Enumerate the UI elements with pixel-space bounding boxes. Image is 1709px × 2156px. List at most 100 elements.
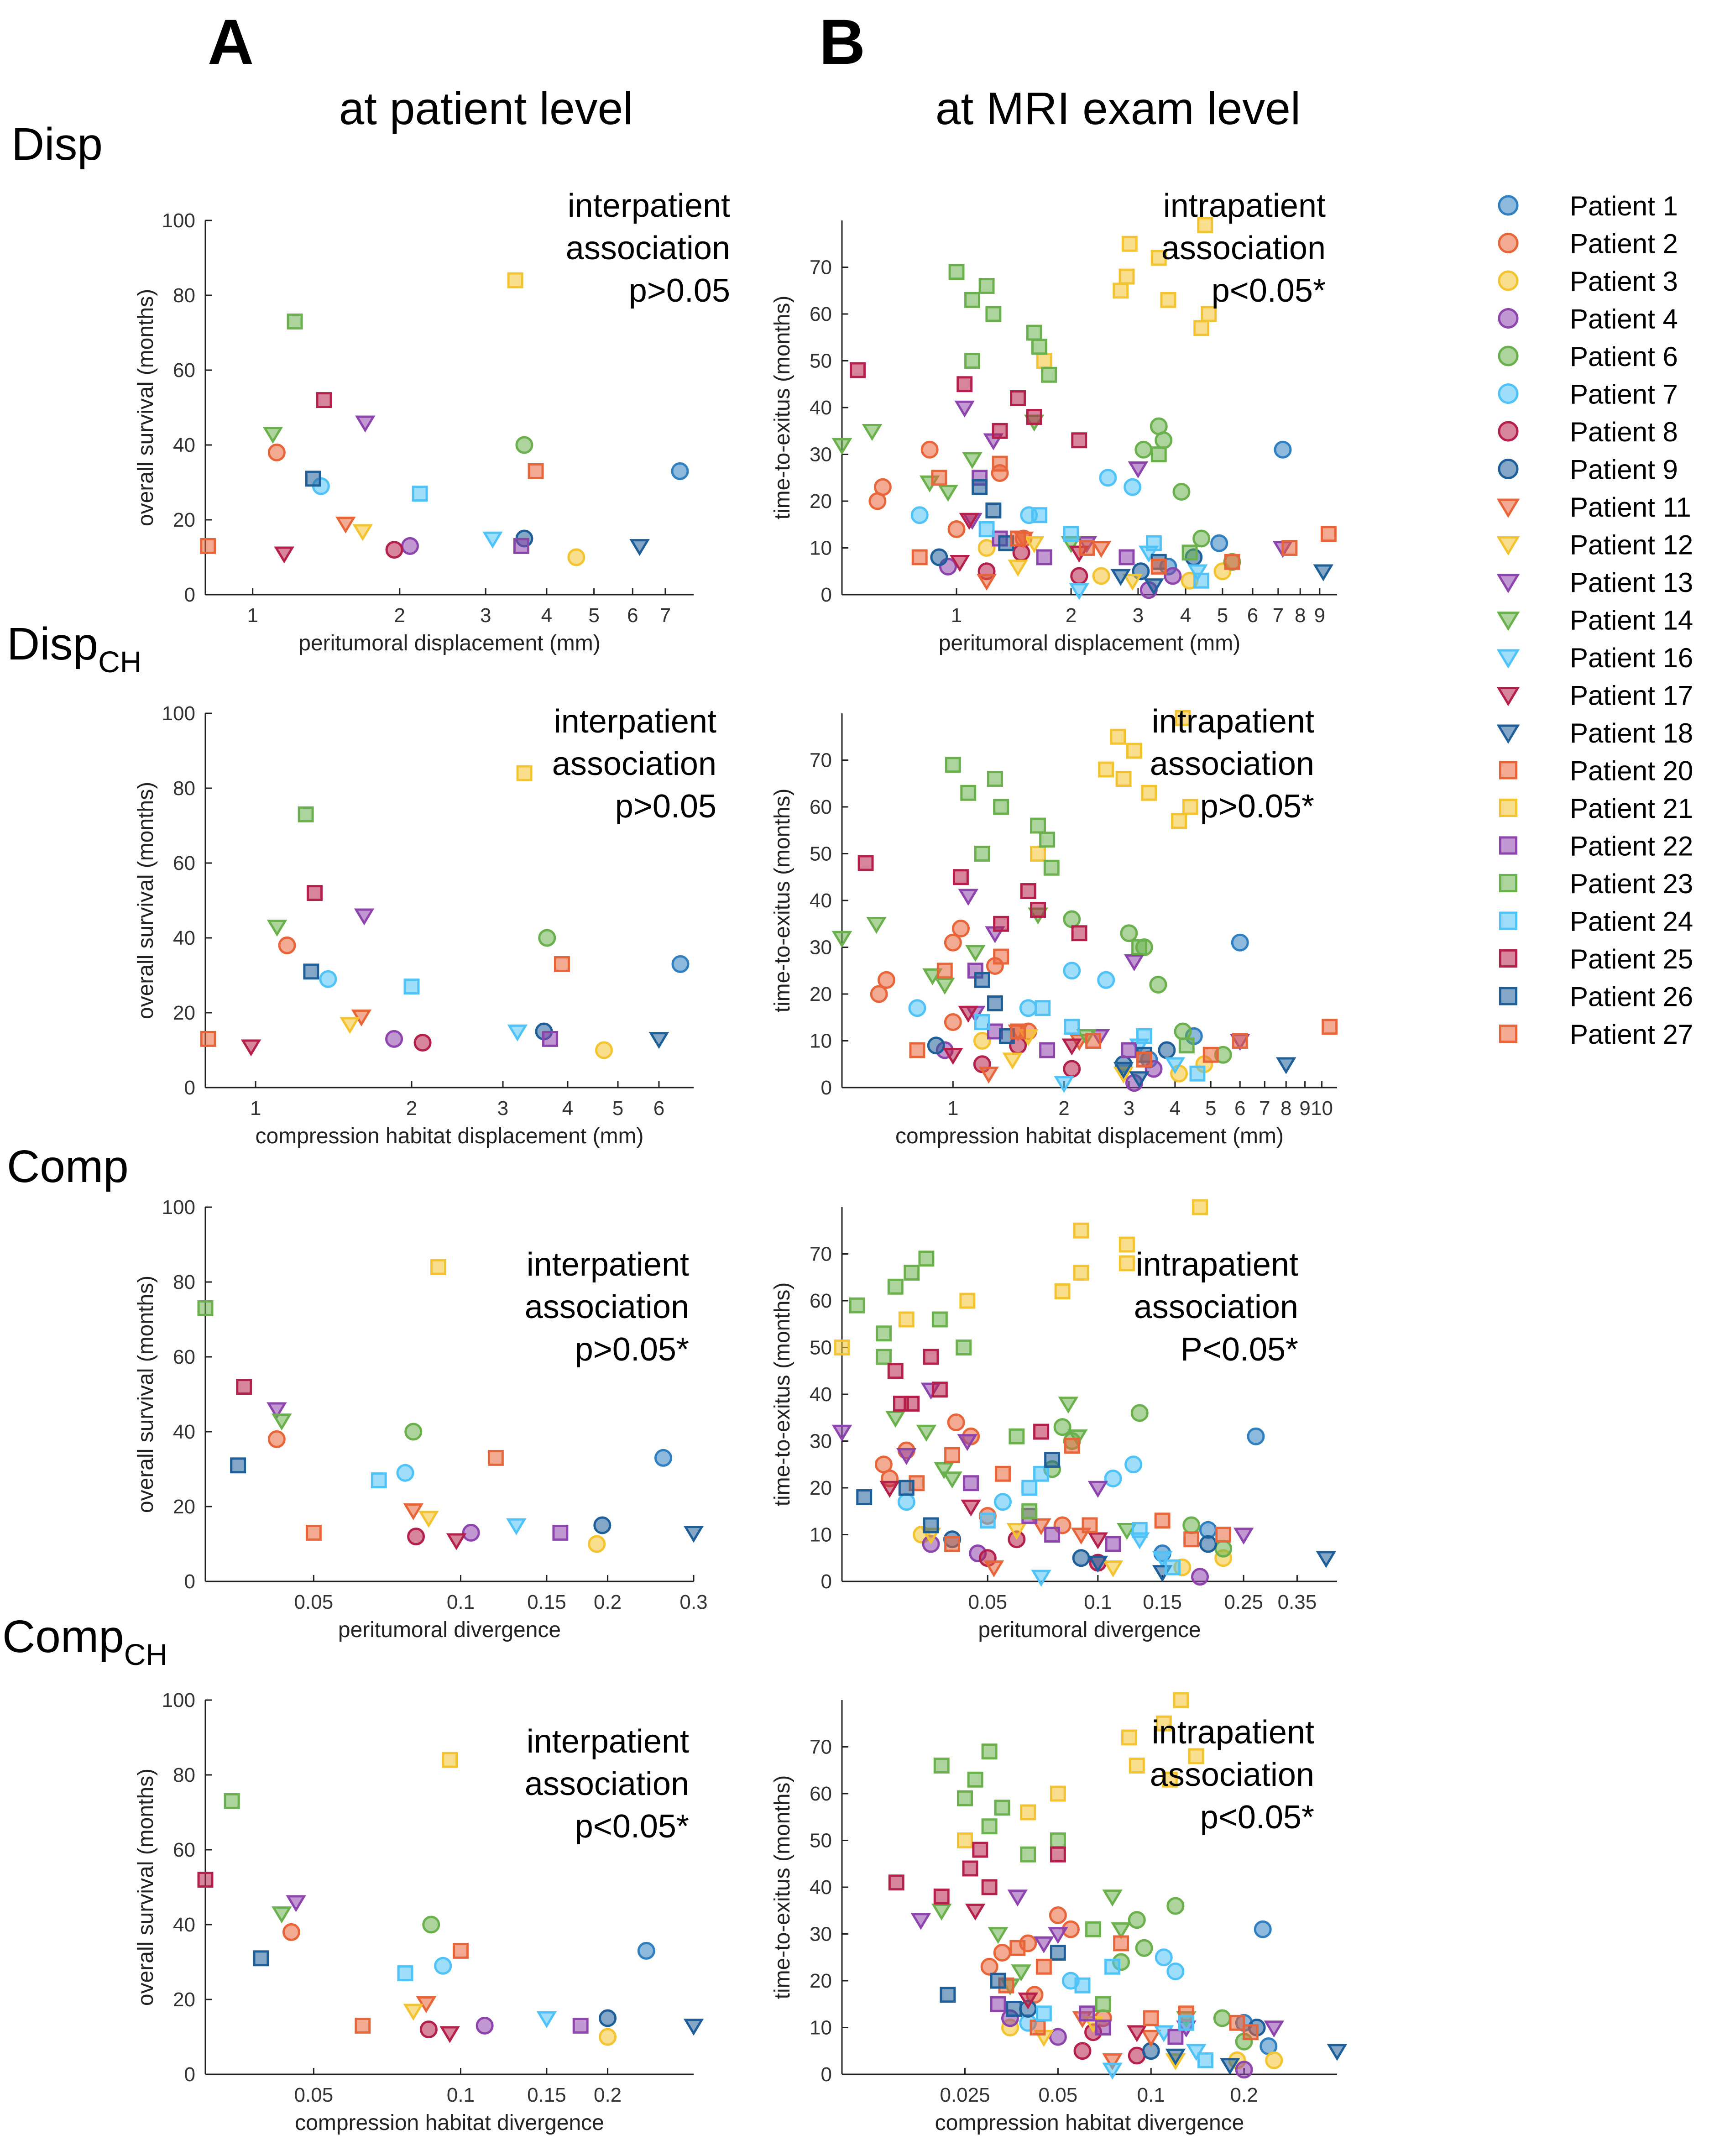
chart-a4-point-patient-22 bbox=[572, 2017, 589, 2034]
chart-b2-point-patient-26 bbox=[987, 995, 1003, 1011]
chart-a3-point-patient-1 bbox=[654, 1449, 673, 1467]
chart-b1-xtick-label: 8 bbox=[1295, 604, 1306, 627]
chart-b3-point-patient-23 bbox=[875, 1349, 892, 1365]
chart-b1-point-patient-17 bbox=[949, 555, 970, 572]
chart-b3-point-patient-13 bbox=[1087, 1481, 1108, 1498]
chart-b1-point-patient-1 bbox=[1274, 440, 1292, 459]
chart-b4-ytick-label: 40 bbox=[810, 1876, 832, 1899]
chart-b1-point-patient-14 bbox=[831, 438, 852, 455]
chart-b2-point-patient-20 bbox=[1322, 1019, 1338, 1035]
chart-b4-point-patient-24 bbox=[1104, 1958, 1121, 1975]
chart-b3-point-patient-13 bbox=[896, 1448, 917, 1465]
chart-b1-point-patient-22 bbox=[1118, 549, 1135, 565]
chart-b3-point-patient-21 bbox=[1192, 1199, 1208, 1215]
row-label-comp-ch-base: Comp bbox=[2, 1611, 124, 1662]
chart-b3-point-patient-6 bbox=[1182, 1516, 1201, 1534]
chart-b4-ytick-label: 0 bbox=[821, 2063, 832, 2086]
chart-b3-point-patient-23 bbox=[931, 1311, 948, 1328]
legend-label-patient-1: Patient 1 bbox=[1570, 191, 1678, 221]
chart-a2-point-patient-1 bbox=[671, 955, 690, 973]
chart-b3-point-patient-24 bbox=[1165, 1559, 1181, 1575]
chart-b3-point-patient-7 bbox=[994, 1493, 1012, 1511]
chart-a3-point-patient-17 bbox=[446, 1533, 467, 1550]
chart-a1-point-patient-2 bbox=[267, 443, 286, 461]
chart-b3-point-patient-21 bbox=[1054, 1283, 1071, 1299]
chart-b4-point-patient-6 bbox=[1213, 2009, 1231, 2027]
chart-b1-point-patient-7 bbox=[1124, 478, 1142, 496]
chart-a3-xtick-label: 0.3 bbox=[679, 1591, 707, 1613]
chart-a1-peritumoral-displacement-patient: 0 20 40 60 80 100 1 2 3 4 5 6 7 peritumoral displacem… bbox=[134, 188, 730, 655]
chart-b4-point-patient-14 bbox=[1102, 1889, 1123, 1907]
chart-b1-point-patient-22 bbox=[1036, 549, 1052, 565]
chart-b1-annotation-line: association bbox=[1161, 230, 1326, 267]
chart-b3-point-patient-27 bbox=[1082, 1517, 1098, 1533]
legend-label-patient-22: Patient 22 bbox=[1570, 831, 1693, 862]
legend-marker-patient-9 bbox=[1498, 459, 1519, 479]
chart-b4-point-patient-25 bbox=[888, 1874, 904, 1891]
chart-b3-point-patient-1 bbox=[1247, 1427, 1265, 1445]
chart-b3-point-patient-22 bbox=[1105, 1536, 1121, 1552]
chart-b4-ytick-label: 50 bbox=[810, 1830, 832, 1852]
chart-b4-point-patient-17 bbox=[965, 1904, 986, 1921]
chart-b1-point-patient-20 bbox=[1281, 540, 1298, 556]
chart-b2-point-patient-13 bbox=[958, 889, 979, 906]
chart-b3-point-patient-14 bbox=[916, 1424, 937, 1442]
chart-b2-point-patient-23 bbox=[1043, 859, 1060, 876]
chart-b4-point-patient-4 bbox=[1235, 2061, 1253, 2079]
chart-b2-point-patient-17 bbox=[943, 1048, 963, 1065]
chart-b3-point-patient-24 bbox=[1021, 1480, 1038, 1496]
chart-b2-xtick-label: 1 bbox=[947, 1097, 958, 1120]
chart-b3-point-patient-17 bbox=[1087, 1532, 1108, 1549]
chart-b1-point-patient-11 bbox=[976, 574, 997, 591]
chart-a2-xtick-label: 6 bbox=[653, 1097, 664, 1120]
chart-a2-point-patient-18 bbox=[648, 1032, 669, 1049]
chart-a4-point-patient-27 bbox=[453, 1942, 469, 1959]
chart-b4-point-patient-21 bbox=[1121, 1729, 1137, 1746]
chart-a3-point-patient-14 bbox=[272, 1413, 292, 1431]
chart-b1-point-patient-13 bbox=[954, 400, 975, 418]
chart-b3-point-patient-7 bbox=[1104, 1470, 1122, 1487]
chart-b2-x-label: compression habitat displacement (mm) bbox=[895, 1124, 1284, 1148]
chart-a2-points bbox=[200, 765, 690, 1059]
chart-a4-point-patient-25 bbox=[197, 1872, 214, 1888]
chart-b2-point-patient-23 bbox=[1030, 817, 1046, 834]
chart-b1-xtick-label: 9 bbox=[1314, 604, 1325, 627]
legend-marker-patient-17 bbox=[1496, 687, 1520, 706]
chart-b4-point-patient-7 bbox=[1155, 1948, 1173, 1967]
chart-b4-point-patient-14 bbox=[1011, 1964, 1031, 1982]
chart-b4-point-patient-25 bbox=[1050, 1846, 1066, 1863]
chart-b1-point-patient-7 bbox=[1099, 469, 1117, 487]
chart-b1-ytick-label: 70 bbox=[810, 256, 832, 279]
chart-b3-point-patient-21 bbox=[834, 1340, 850, 1355]
chart-a4-point-patient-2 bbox=[282, 1923, 300, 1941]
chart-b2-point-patient-18 bbox=[1275, 1057, 1296, 1074]
chart-b2-point-patient-21 bbox=[1171, 813, 1187, 829]
chart-b1-point-patient-23 bbox=[948, 264, 965, 280]
legend-label-patient-12: Patient 12 bbox=[1570, 530, 1693, 560]
chart-a2-point-patient-7 bbox=[319, 970, 337, 988]
chart-b1-point-patient-11 bbox=[1091, 541, 1112, 558]
chart-b3-point-patient-20 bbox=[1154, 1512, 1171, 1529]
chart-b2-xtick-label: 8 bbox=[1280, 1097, 1291, 1120]
chart-b3-point-patient-17 bbox=[879, 1481, 900, 1498]
chart-b4-point-patient-22 bbox=[1095, 2020, 1111, 2036]
chart-b4-point-patient-13 bbox=[1048, 1927, 1068, 1944]
chart-b3-point-patient-6 bbox=[1130, 1404, 1149, 1422]
chart-a4-point-patient-9 bbox=[599, 2009, 617, 2027]
chart-b2-point-patient-7 bbox=[908, 999, 926, 1017]
legend-marker-patient-7 bbox=[1498, 383, 1519, 404]
chart-b4-point-patient-17 bbox=[1126, 2025, 1147, 2042]
chart-b1-point-patient-27 bbox=[992, 455, 1008, 472]
chart-a1-point-patient-6 bbox=[515, 436, 533, 454]
row-label-comp-base: Comp bbox=[7, 1141, 129, 1192]
chart-b3-point-patient-23 bbox=[875, 1325, 892, 1342]
legend-label-patient-11: Patient 11 bbox=[1570, 492, 1691, 523]
chart-b2-point-patient-8 bbox=[1063, 1060, 1081, 1078]
chart-b4-point-patient-20 bbox=[1243, 2024, 1259, 2041]
chart-b1-point-patient-23 bbox=[978, 278, 995, 294]
chart-b1-xtick-label: 4 bbox=[1180, 604, 1191, 627]
chart-a4-point-patient-3 bbox=[599, 2028, 617, 2046]
chart-a1-xtick-label: 1 bbox=[247, 604, 258, 627]
chart-b1-xtick-label: 5 bbox=[1217, 604, 1228, 627]
